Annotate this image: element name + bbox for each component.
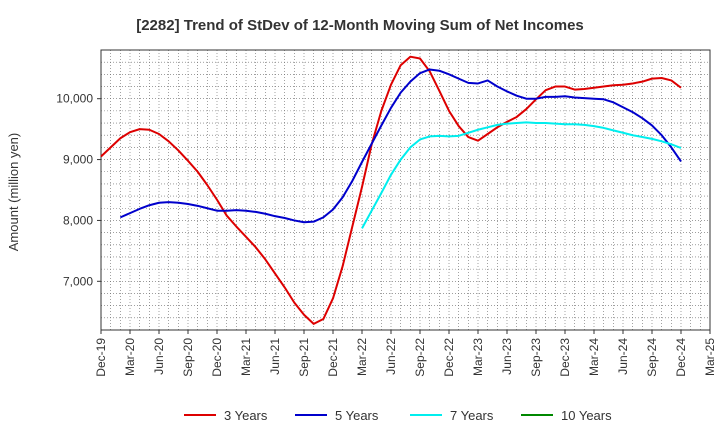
x-tick-label: Dec-20 xyxy=(210,338,224,377)
legend-label-4: 10 Years xyxy=(561,408,612,423)
y-axis-ticks: 7,000 8,000 9,000 10,000 xyxy=(56,92,101,288)
x-tick-label: Sep-24 xyxy=(645,338,659,377)
series-line-1 xyxy=(100,55,682,325)
x-tick-label: Jun-24 xyxy=(616,338,630,375)
legend: 3 Years 5 Years 7 Years 10 Years xyxy=(184,408,612,423)
legend-label-1: 3 Years xyxy=(224,408,268,423)
x-tick-label: Dec-21 xyxy=(326,338,340,377)
x-tick-label: Mar-25 xyxy=(703,338,717,376)
series-line-2 xyxy=(119,68,682,224)
x-tick-label: Jun-23 xyxy=(500,338,514,375)
x-tick-label: Dec-19 xyxy=(94,338,108,377)
series-lines xyxy=(100,55,682,325)
y-tick-label: 8,000 xyxy=(63,213,93,227)
x-tick-label: Mar-20 xyxy=(123,338,137,376)
grid xyxy=(101,50,710,330)
x-tick-label: Sep-21 xyxy=(297,338,311,377)
y-tick-label: 10,000 xyxy=(56,92,93,106)
chart-title: [2282] Trend of StDev of 12-Month Moving… xyxy=(136,17,584,34)
y-axis-label: Amount (million yen) xyxy=(6,133,21,252)
x-tick-label: Dec-22 xyxy=(442,338,456,377)
x-axis-ticks: Dec-19 Mar-20 Jun-20 Sep-20 Dec-20 Mar-21 Jun-… xyxy=(94,330,717,377)
x-tick-label: Jun-22 xyxy=(384,338,398,375)
x-tick-label: Dec-24 xyxy=(674,338,688,377)
x-tick-label: Sep-20 xyxy=(181,338,195,377)
legend-label-3: 7 Years xyxy=(450,408,494,423)
plot-area xyxy=(100,49,711,331)
y-tick-label: 7,000 xyxy=(63,274,93,288)
x-tick-label: Mar-21 xyxy=(239,338,253,376)
x-tick-label: Dec-23 xyxy=(558,338,572,377)
x-tick-label: Mar-22 xyxy=(355,338,369,376)
x-tick-label: Jun-21 xyxy=(268,338,282,375)
legend-label-2: 5 Years xyxy=(335,408,379,423)
y-tick-label: 9,000 xyxy=(63,153,93,167)
x-tick-label: Sep-22 xyxy=(413,338,427,377)
x-tick-label: Mar-23 xyxy=(471,338,485,376)
x-tick-label: Sep-23 xyxy=(529,338,543,377)
series-line-3 xyxy=(361,121,682,229)
x-tick-label: Jun-20 xyxy=(152,338,166,375)
x-tick-label: Mar-24 xyxy=(587,338,601,376)
